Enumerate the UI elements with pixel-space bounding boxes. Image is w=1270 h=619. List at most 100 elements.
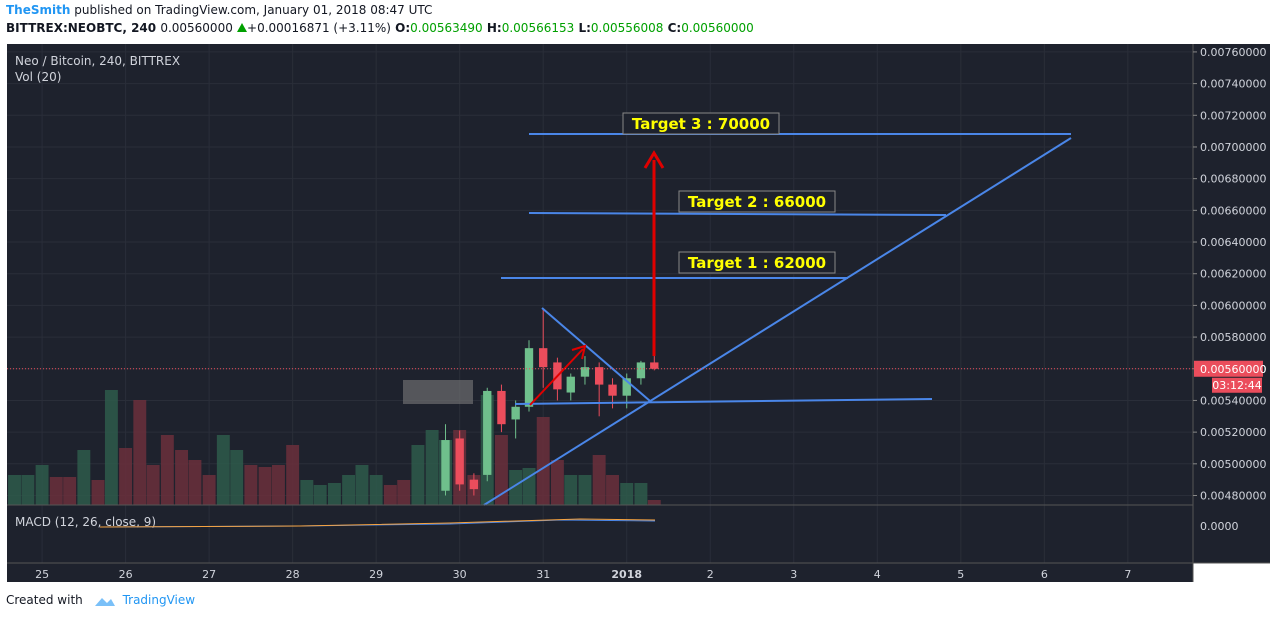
annotation: Target 1 : 62000 <box>688 254 826 272</box>
volume-bar <box>8 475 21 505</box>
last: 0.00560000 <box>160 21 233 35</box>
y-tick-label: 0.00680000 <box>1200 173 1266 186</box>
x-tick-label: 3 <box>790 568 797 581</box>
x-tick-label: 5 <box>957 568 964 581</box>
up-arrow <box>237 23 248 32</box>
macd-tick: 0.0000 <box>1200 520 1239 533</box>
arrow <box>529 348 584 406</box>
box <box>403 380 473 404</box>
y-tick-label: 0.00500000 <box>1200 458 1266 471</box>
arrow-head <box>571 344 587 360</box>
volume-bar <box>592 455 606 505</box>
arrow-head <box>643 150 665 169</box>
candle-body <box>580 367 590 377</box>
x-tick-label: 27 <box>202 568 216 581</box>
volume-bar <box>327 483 341 505</box>
candle-body <box>441 440 450 491</box>
volume-bar <box>634 483 648 505</box>
annotation: Target 3 : 70000 <box>632 115 770 133</box>
volume-bar <box>313 485 327 505</box>
volume-bar <box>509 470 523 505</box>
y-tick-label: 0.00640000 <box>1200 236 1266 249</box>
author[interactable]: TheSmith <box>6 3 71 17</box>
header-line-1: TheSmith published on TradingView.com, J… <box>6 3 432 17</box>
volume-bar <box>494 435 508 505</box>
candle-body <box>608 384 617 396</box>
header-line-2: BITTREX:NEOBTC, 240 0.00560000 +0.000168… <box>6 21 754 35</box>
y-tick-label: 0.00580000 <box>1200 331 1266 344</box>
volume-bar <box>300 480 314 505</box>
x-tick-label: 29 <box>369 568 383 581</box>
trend-line <box>541 307 651 402</box>
volume-bar <box>620 483 634 505</box>
volume-bar <box>258 467 272 505</box>
chart-title: Neo / Bitcoin, 240, BITTREX <box>15 54 180 68</box>
label-box <box>678 190 836 213</box>
y-tick-label: 0.00720000 <box>1200 109 1266 122</box>
change: +0.00016871 (+3.11%) <box>247 21 391 35</box>
volume-bar <box>188 460 202 505</box>
last-price-label: 0.00560000 <box>1200 363 1266 376</box>
candle-body <box>594 367 604 385</box>
x-tick-label: 6 <box>1041 568 1048 581</box>
candle-body <box>483 390 492 475</box>
x-axis-bg <box>7 563 1193 582</box>
drawings <box>403 112 1072 506</box>
y-tick-label: 0.00600000 <box>1200 299 1266 312</box>
volume-bar <box>21 475 35 505</box>
candle-body <box>497 390 506 425</box>
y-axis-bg <box>1193 44 1270 563</box>
x-tick-label: 31 <box>536 568 550 581</box>
y-tick-label: 0.00620000 <box>1200 268 1266 281</box>
candle-body <box>566 376 575 393</box>
volume-label: Vol (20) <box>15 70 61 84</box>
o: 0.00563490 <box>410 21 483 35</box>
trend-line <box>514 398 933 405</box>
x-tick-label: 26 <box>119 568 133 581</box>
trend-line <box>528 212 947 216</box>
volume-bar <box>160 435 174 505</box>
volume-bar <box>578 475 592 505</box>
tv-logo <box>94 597 115 606</box>
l: 0.00556008 <box>590 21 664 35</box>
volume-bar <box>606 475 619 505</box>
x-tick-label: 7 <box>1124 568 1131 581</box>
volume-bar <box>119 448 133 505</box>
tv-link[interactable]: TradingView <box>122 593 196 607</box>
volume-bar <box>35 465 49 505</box>
x-tick-label: 30 <box>453 568 467 581</box>
candle-body <box>524 348 534 407</box>
x-tick-label: 2018 <box>611 568 642 581</box>
signal-line <box>99 518 656 528</box>
y-tick-label: 0.00520000 <box>1200 426 1266 439</box>
last-price-box <box>1194 360 1263 377</box>
volume-bar <box>536 417 550 505</box>
x-tick-label: 2 <box>707 568 714 581</box>
chart: Target 3 : 70000 Target 2 : 66000 Target… <box>0 40 1270 585</box>
c: 0.00560000 <box>681 21 754 35</box>
published: published on TradingView.com, January 01… <box>74 3 433 17</box>
countdown-box <box>1212 377 1262 393</box>
candle-body <box>622 378 631 396</box>
candle-body <box>469 479 479 490</box>
c-label: C: <box>667 21 682 35</box>
y-tick-label: 0.00660000 <box>1200 204 1266 217</box>
volume-bar <box>286 445 300 505</box>
o-label: O: <box>395 21 411 35</box>
volume-bar <box>647 500 661 505</box>
volume-bar <box>550 460 564 505</box>
volume-bar <box>411 445 425 505</box>
volume-bar <box>271 465 285 505</box>
volume-bar <box>146 465 160 505</box>
volume-bar <box>49 477 63 505</box>
volume-bar <box>397 480 411 505</box>
symbol: BITTREX:NEOBTC, 240 <box>6 21 157 35</box>
candle-body <box>636 362 646 379</box>
x-tick-label: 4 <box>874 568 881 581</box>
macd-label: MACD (12, 26, close, 9) <box>15 515 156 529</box>
y-tick-label: 0.00480000 <box>1200 489 1266 502</box>
volume-bar <box>216 435 230 505</box>
label-box <box>622 112 780 135</box>
candle-body <box>650 362 659 369</box>
